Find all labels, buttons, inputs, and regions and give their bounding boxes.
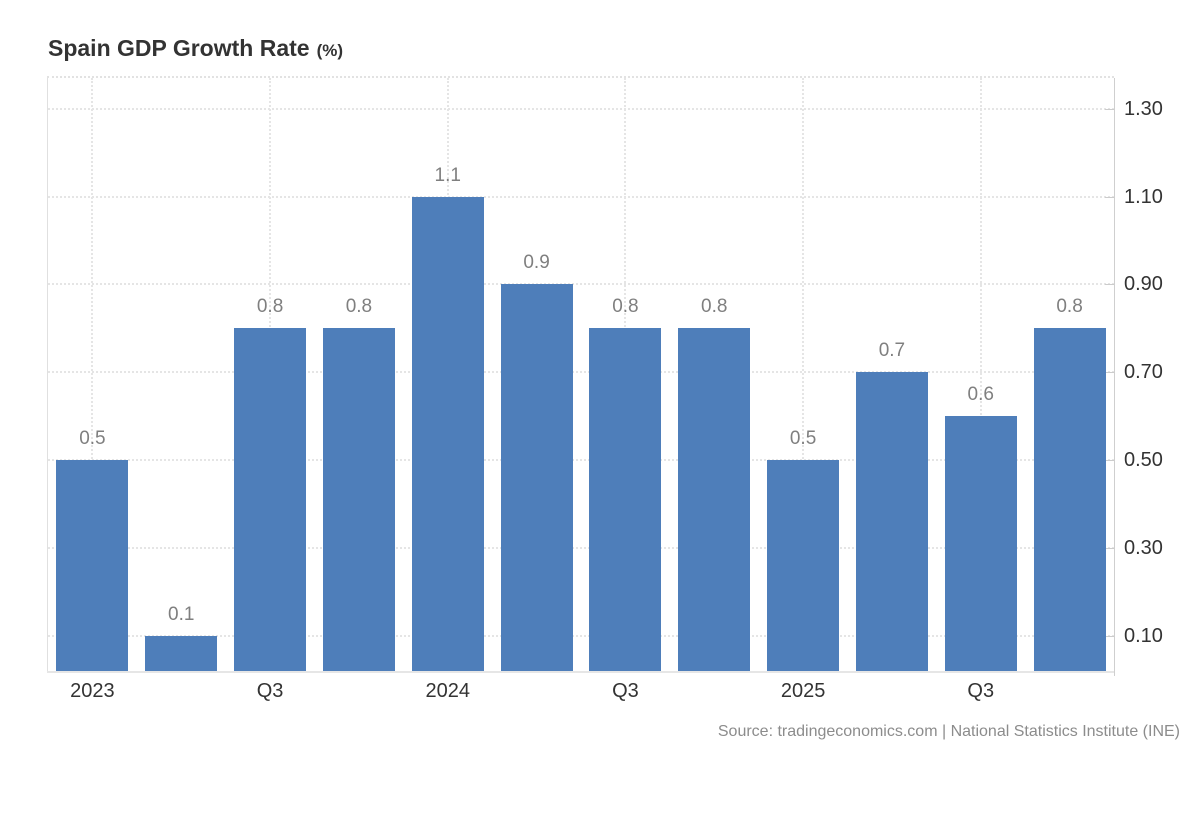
gridline-horizontal	[48, 107, 1114, 110]
source-attribution: Source: tradingeconomics.com | National …	[717, 723, 1180, 740]
bar-value-label: 0.8	[612, 296, 639, 318]
x-axis-label: Q3	[612, 680, 639, 702]
bar-value-label: 0.8	[701, 296, 728, 318]
y-axis-label: 0.30	[1124, 537, 1163, 559]
x-axis-label: Q3	[256, 680, 284, 702]
plot-border-bottom	[47, 671, 1114, 673]
y-axis-label: 1.10	[1124, 185, 1163, 208]
bar-value-label: 0.5	[79, 428, 106, 450]
bar-value-label: 0.8	[1056, 296, 1083, 318]
y-axis-tick	[1105, 460, 1114, 462]
gridline-horizontal	[48, 283, 1114, 286]
bar[interactable]	[855, 372, 928, 671]
x-axis-label: Q3	[967, 680, 995, 702]
y-axis-label: 0.90	[1124, 273, 1163, 296]
bar[interactable]	[767, 460, 840, 671]
y-axis-label: 0.70	[1124, 361, 1163, 384]
x-axis-label: 2023	[70, 680, 115, 702]
y-axis-line	[1114, 78, 1115, 676]
gridline-horizontal	[48, 195, 1114, 198]
x-axis-label: 2024	[425, 680, 471, 702]
y-axis-tick	[1105, 284, 1114, 286]
gridline-horizontal	[48, 459, 1114, 462]
y-axis-tick	[1105, 108, 1114, 110]
bar[interactable]	[322, 328, 395, 671]
bar[interactable]	[1033, 328, 1106, 671]
y-axis-tick	[1105, 548, 1114, 549]
gridline-vertical	[802, 78, 805, 671]
bar[interactable]	[589, 328, 662, 671]
gridline-horizontal	[48, 634, 1114, 637]
gridline-vertical	[979, 78, 982, 671]
x-axis-label: 2025	[780, 680, 826, 702]
bar[interactable]	[500, 284, 573, 671]
bar-value-label: 0.8	[256, 296, 284, 318]
y-axis-label: 0.50	[1124, 449, 1163, 472]
bar-value-label: 0.9	[523, 252, 550, 274]
y-axis-tick	[1105, 196, 1114, 198]
bar[interactable]	[56, 460, 129, 671]
gridline-horizontal	[48, 371, 1114, 374]
chart-title-unit: (%)	[316, 41, 344, 60]
plot-border-left	[47, 78, 48, 671]
bar-value-label: 0.8	[345, 296, 373, 318]
bar[interactable]	[678, 328, 751, 671]
y-axis-tick	[1105, 372, 1114, 374]
bar[interactable]	[411, 196, 484, 671]
bar-value-label: 0.5	[789, 428, 817, 450]
gridline-vertical	[91, 78, 94, 671]
y-axis-label: 1.30	[1124, 97, 1163, 120]
y-axis-tick	[1105, 635, 1114, 637]
gridline-horizontal	[48, 547, 1114, 549]
chart-title-text: Spain GDP Growth Rate	[48, 35, 310, 61]
bar[interactable]	[234, 328, 307, 671]
bar[interactable]	[944, 416, 1017, 671]
bar[interactable]	[145, 635, 218, 671]
y-axis-label: 0.10	[1124, 624, 1163, 647]
bar-value-label: 0.7	[878, 340, 906, 362]
chart-title: Spain GDP Growth Rate (%)	[48, 36, 343, 63]
bar-value-label: 1.1	[434, 164, 461, 186]
plot-border-top	[47, 76, 1114, 78]
bar-value-label: 0.1	[168, 603, 195, 625]
bar-value-label: 0.6	[967, 384, 994, 406]
